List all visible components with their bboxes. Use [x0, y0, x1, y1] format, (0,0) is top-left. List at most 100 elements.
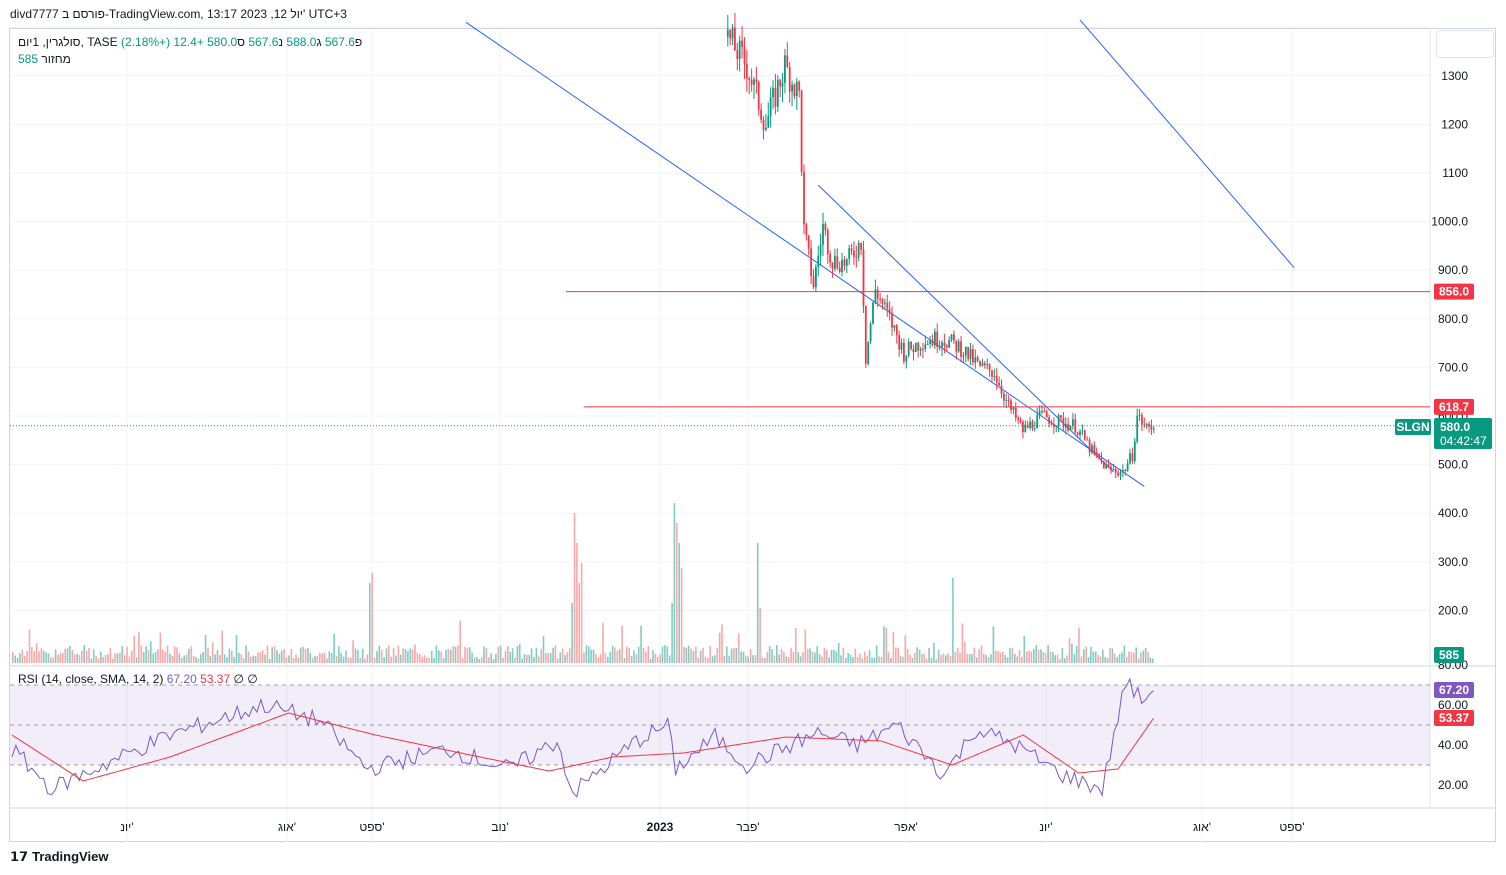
volume-bar — [666, 646, 669, 663]
volume-bar — [473, 657, 476, 663]
volume-bar — [188, 648, 190, 663]
volume-bar — [540, 649, 542, 663]
footer-brand-label: TradingView — [32, 849, 109, 864]
trend-line — [1079, 19, 1295, 269]
volume-bar — [707, 658, 709, 663]
volume-bar — [133, 635, 135, 663]
volume-bar — [123, 655, 126, 663]
volume-bar — [740, 651, 742, 663]
volume-bar — [1061, 648, 1064, 663]
rsi-tick-label: 40.00 — [1438, 738, 1468, 752]
volume-bar — [283, 649, 285, 663]
candle-body — [1105, 464, 1108, 469]
legend-low-label: נ — [278, 35, 284, 49]
volume-bar — [1037, 650, 1040, 663]
candle-body — [1067, 424, 1069, 431]
volume-bar — [823, 647, 826, 663]
volume-bar — [828, 657, 830, 663]
volume-bar — [83, 645, 85, 663]
candle-body — [948, 340, 950, 348]
candle-body — [788, 67, 791, 92]
badge-6187-bg — [1434, 398, 1474, 415]
volume-bar — [71, 650, 74, 663]
candle-body — [1122, 470, 1124, 473]
candle-body — [753, 79, 755, 85]
candle-body — [767, 116, 770, 128]
footer-brand[interactable]: 𝟭𝟳 TradingView — [10, 849, 108, 865]
candle-body — [729, 29, 732, 39]
volume-bar — [952, 578, 954, 663]
candle-body — [1141, 414, 1143, 425]
volume-bar — [228, 648, 231, 663]
candle-body — [1045, 411, 1048, 418]
candle-body — [795, 81, 798, 96]
candle-body — [855, 256, 858, 258]
volume-bar — [385, 648, 388, 663]
candle-body — [734, 27, 736, 51]
candle-body — [838, 267, 841, 272]
volume-bar — [357, 650, 359, 663]
candle-body — [895, 325, 898, 336]
volume-bar — [1023, 635, 1026, 663]
candle-body — [888, 308, 891, 314]
candle-body — [957, 341, 960, 352]
volume-bar — [1116, 657, 1118, 663]
candle-body — [834, 256, 836, 269]
volume-bar — [923, 654, 926, 663]
badge-rsi-ma: 53.37 — [1439, 711, 1469, 725]
volume-bar — [676, 523, 678, 663]
volume-label[interactable]: מחזור — [41, 52, 71, 66]
volume-bar — [699, 650, 702, 663]
volume-bar — [181, 657, 183, 663]
volume-bar — [311, 657, 314, 663]
candle-body — [860, 243, 862, 250]
volume-bar — [1014, 653, 1016, 663]
volume-bar — [914, 652, 916, 663]
volume-bar — [323, 652, 326, 663]
candle-body — [748, 78, 751, 80]
candle-body — [1007, 399, 1010, 401]
volume-bar — [692, 650, 695, 663]
volume-bar — [1028, 650, 1030, 663]
volume-bar — [457, 645, 459, 663]
volume-bar — [571, 603, 573, 663]
volume-bar — [497, 646, 500, 663]
volume-bar — [290, 648, 293, 663]
candle-body — [810, 248, 812, 277]
candle-body — [967, 346, 970, 359]
volume-bar — [883, 626, 885, 663]
candle-body — [793, 84, 796, 96]
volume-bar — [235, 634, 238, 663]
volume-bar — [695, 646, 697, 663]
volume-bar — [1109, 648, 1111, 663]
volume-bar — [159, 632, 162, 663]
volume-bar — [516, 646, 519, 663]
volume-bar — [204, 635, 207, 663]
volume-bar — [157, 648, 159, 663]
price-tick-label: 700.0 — [1438, 360, 1468, 374]
volume-bar — [288, 655, 290, 663]
volume-bar — [338, 646, 340, 663]
candle-body — [924, 344, 927, 350]
candle-body — [798, 81, 801, 91]
volume-bar — [737, 633, 740, 663]
candle-body — [1000, 385, 1003, 394]
legend-symbol[interactable]: סולגרין, 1יום, TASE — [18, 35, 118, 49]
volume-bar — [376, 651, 378, 663]
volume-bar — [419, 654, 421, 663]
volume-bar — [1106, 658, 1109, 663]
rsi-label[interactable]: RSI (14, close, SMA, 14, 2) — [18, 672, 164, 686]
candle-body — [905, 355, 908, 362]
volume-bar — [361, 648, 364, 663]
volume-bar — [992, 626, 995, 663]
scale-button[interactable] — [1436, 30, 1494, 58]
volume-bar — [1125, 656, 1128, 663]
candle-body — [941, 342, 943, 348]
volume-bar — [921, 653, 923, 663]
badge-volume-bg — [1434, 647, 1464, 663]
volume-bar — [754, 655, 757, 663]
volume-bar — [492, 659, 495, 663]
price-tick-label: 1200 — [1441, 117, 1468, 131]
candle-body — [974, 357, 977, 363]
